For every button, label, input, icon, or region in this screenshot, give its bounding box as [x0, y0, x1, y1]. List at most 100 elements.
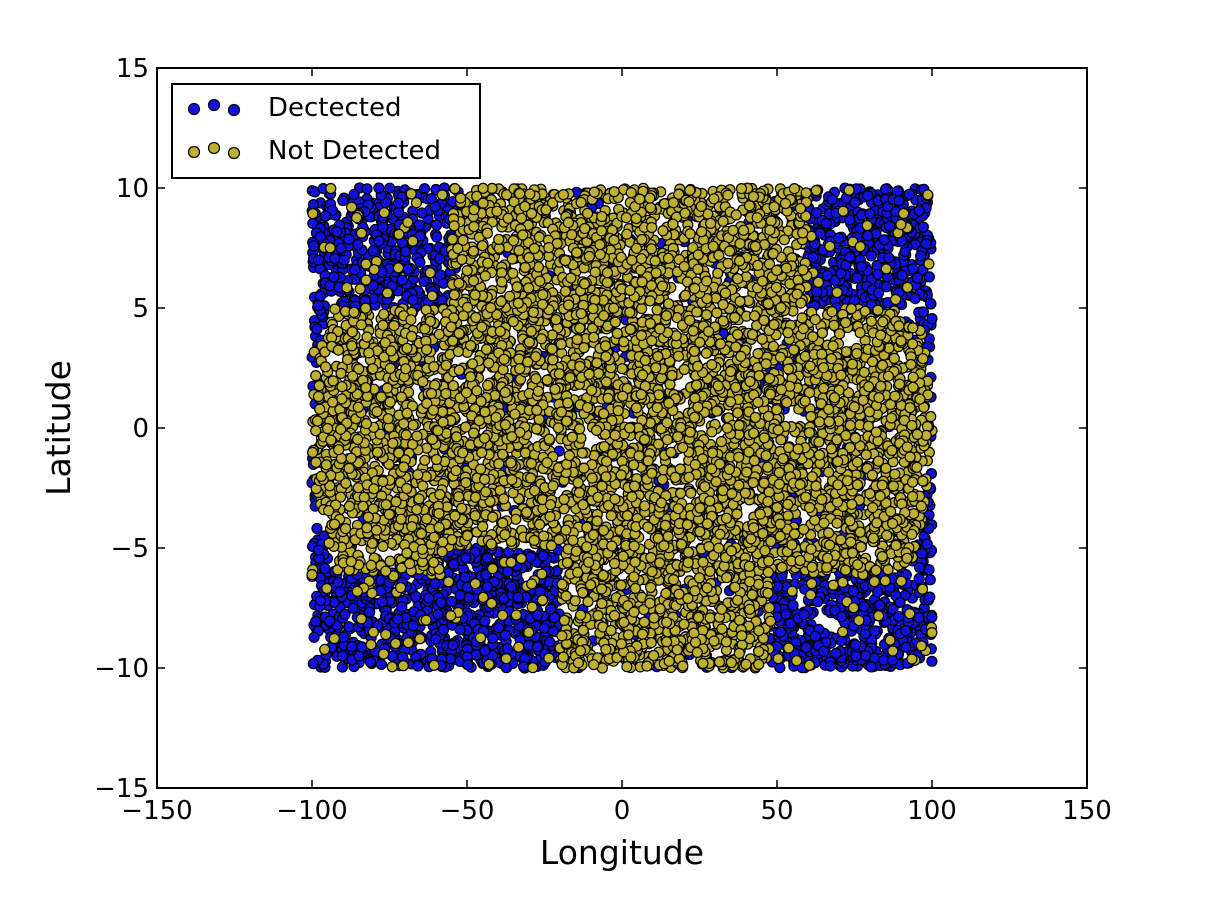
point-not-detected [782, 510, 794, 522]
point-not-detected [887, 645, 899, 657]
point-detected [833, 232, 845, 244]
point-detected [432, 608, 444, 621]
point-detected [811, 286, 823, 298]
point-not-detected [837, 626, 849, 638]
point-detected [312, 300, 324, 312]
point-detected [348, 188, 360, 200]
point-detected [373, 182, 385, 194]
point-detected [911, 272, 924, 284]
point-detected [337, 195, 349, 207]
point-detected [343, 233, 355, 245]
point-detected [502, 566, 514, 578]
point-detected [849, 639, 862, 651]
point-detected [858, 600, 870, 613]
point-detected [883, 220, 896, 232]
point-detected [314, 594, 327, 607]
point-detected [481, 552, 493, 564]
point-detected [830, 647, 842, 660]
point-detected [454, 589, 466, 602]
point-detected [367, 245, 379, 257]
point-detected [800, 641, 812, 654]
point-detected [917, 306, 930, 318]
point-not-detected [360, 274, 372, 286]
point-detected [924, 297, 937, 309]
point-detected [524, 551, 537, 563]
point-not-detected [872, 304, 884, 316]
point-not-detected [837, 576, 849, 589]
point-detected [335, 242, 347, 254]
point-not-detected [922, 189, 934, 201]
point-detected [531, 641, 544, 653]
point-detected [921, 538, 933, 550]
point-detected [835, 267, 847, 280]
point-not-detected [656, 473, 669, 486]
point-detected [338, 631, 350, 643]
point-detected [384, 182, 396, 194]
point-detected [862, 190, 874, 202]
point-detected [500, 662, 512, 674]
point-detected [924, 591, 936, 603]
point-detected [445, 595, 457, 608]
point-detected [312, 544, 325, 556]
point-detected [903, 188, 915, 200]
point-detected [431, 231, 443, 243]
point-detected [487, 632, 499, 644]
point-detected [479, 615, 491, 627]
point-detected [892, 610, 905, 623]
point-detected [855, 261, 868, 273]
point-detected [787, 599, 799, 611]
point-detected [311, 323, 323, 335]
point-not-detected [812, 276, 825, 288]
point-detected [447, 639, 459, 651]
point-detected [308, 631, 320, 643]
point-not-detected [519, 447, 532, 459]
point-detected [423, 592, 435, 604]
point-detected [879, 183, 892, 195]
point-detected [493, 622, 505, 634]
point-detected [392, 613, 404, 625]
point-not-detected [543, 652, 555, 664]
point-not-detected [380, 628, 392, 641]
point-detected [851, 272, 863, 284]
point-detected [361, 183, 373, 195]
point-detected [544, 636, 556, 648]
point-detected [338, 254, 350, 266]
point-not-detected [879, 575, 891, 587]
point-not-detected [428, 659, 440, 671]
point-detected [407, 294, 419, 306]
point-detected [331, 226, 343, 238]
point-detected [872, 287, 885, 299]
point-detected [907, 263, 919, 275]
point-detected [324, 615, 336, 627]
point-detected [448, 558, 460, 571]
point-detected [308, 240, 320, 252]
point-detected [926, 313, 938, 325]
point-detected [820, 217, 833, 230]
point-detected [314, 290, 326, 302]
point-detected [460, 552, 472, 565]
point-detected [375, 658, 387, 671]
point-detected [320, 210, 332, 222]
point-not-detected [354, 283, 366, 295]
point-detected [396, 601, 408, 613]
point-detected [844, 214, 856, 226]
point-detected [377, 221, 389, 233]
point-detected [435, 596, 447, 609]
point-detected [824, 660, 837, 672]
point-detected [459, 571, 471, 583]
point-detected [416, 207, 428, 219]
point-detected [454, 624, 466, 636]
point-detected [307, 658, 319, 670]
point-detected [430, 633, 442, 645]
point-detected [364, 656, 377, 668]
point-detected [893, 195, 905, 207]
point-detected [538, 622, 550, 635]
point-not-detected [483, 658, 495, 670]
point-detected [909, 293, 921, 305]
point-detected [336, 650, 349, 662]
point-detected [400, 246, 412, 258]
point-not-detected [328, 632, 340, 645]
point-detected [926, 611, 938, 623]
point-detected [869, 625, 881, 637]
point-detected [821, 269, 833, 282]
